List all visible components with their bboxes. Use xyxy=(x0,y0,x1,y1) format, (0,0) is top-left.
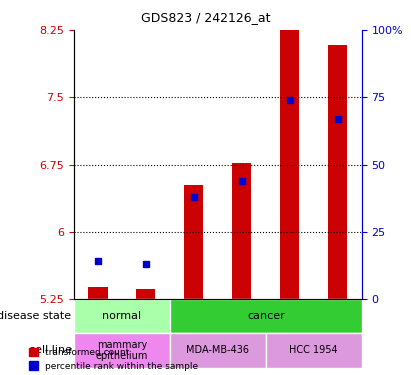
Legend: transformed count, percentile rank within the sample: transformed count, percentile rank withi… xyxy=(25,344,202,374)
FancyBboxPatch shape xyxy=(170,333,266,368)
Bar xyxy=(184,185,203,299)
Text: normal: normal xyxy=(102,311,141,321)
Bar xyxy=(328,45,347,299)
Text: HCC 1954: HCC 1954 xyxy=(289,345,338,355)
FancyBboxPatch shape xyxy=(266,333,362,368)
Text: MDA-MB-436: MDA-MB-436 xyxy=(186,345,249,355)
Text: cell line: cell line xyxy=(29,345,72,355)
FancyBboxPatch shape xyxy=(74,299,170,333)
Text: mammary
epithelium: mammary epithelium xyxy=(96,340,148,361)
Bar xyxy=(280,3,299,299)
Text: GDS823 / 242126_at: GDS823 / 242126_at xyxy=(141,11,270,24)
FancyBboxPatch shape xyxy=(74,333,170,368)
Bar xyxy=(88,287,108,299)
Bar xyxy=(136,289,155,299)
Text: cancer: cancer xyxy=(247,311,285,321)
Bar xyxy=(232,163,252,299)
Text: disease state: disease state xyxy=(0,311,72,321)
FancyBboxPatch shape xyxy=(170,299,362,333)
